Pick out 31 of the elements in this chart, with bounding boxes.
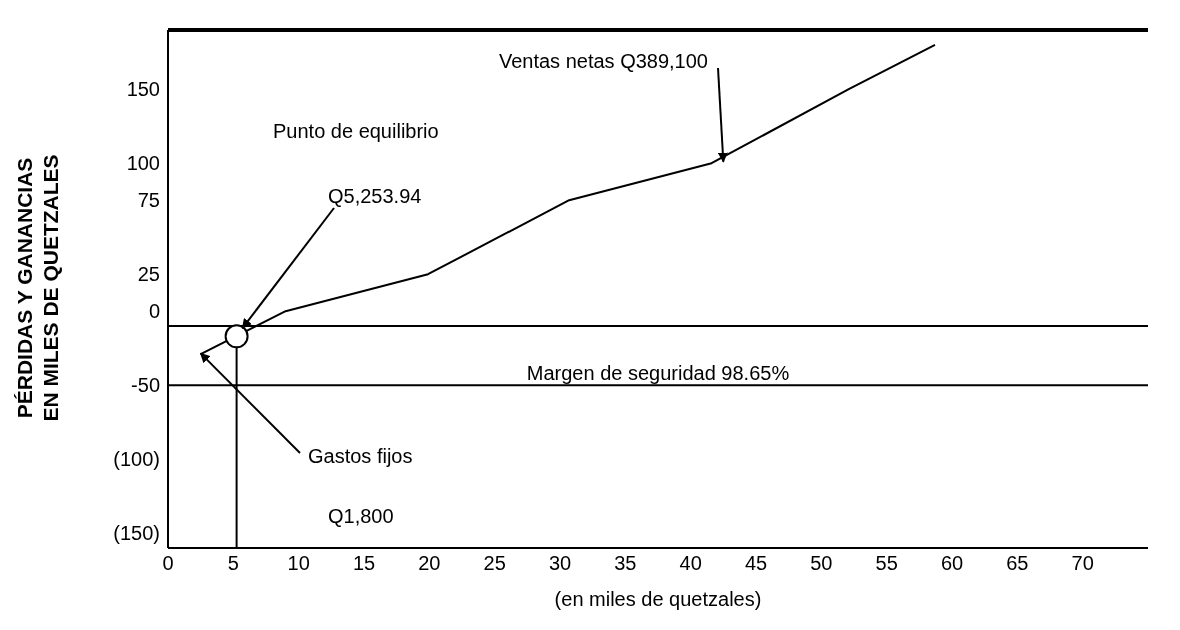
x-tick-label: 40 xyxy=(679,552,702,575)
x-tick-label: 30 xyxy=(548,552,572,575)
y-tick-label: (100) xyxy=(113,448,160,471)
annotation: Ventas netas Q389,100 xyxy=(498,50,708,72)
annotation: Q1,800 xyxy=(328,505,394,527)
y-axis-title: PÉRDIDAS Y GANANCIAS EN MILES DE QUETZALES xyxy=(13,154,62,422)
x-tick-label: 45 xyxy=(744,552,768,575)
y-tick-label: 100 xyxy=(126,152,160,175)
x-tick-label: 15 xyxy=(352,552,376,575)
ref-line-label: Margen de seguridad 98.65% xyxy=(526,362,790,385)
x-tick-label: 70 xyxy=(1071,552,1094,575)
x-tick-label: 10 xyxy=(287,552,310,575)
x-tick-label: 35 xyxy=(614,552,637,575)
x-tick-label: 60 xyxy=(940,552,964,575)
y-tick-label: 150 xyxy=(126,78,160,101)
x-tick-label: 55 xyxy=(875,552,898,575)
x-axis-title: (en miles de quetzales) xyxy=(554,588,762,610)
x-tick-label: 25 xyxy=(483,552,506,575)
annotation: Gastos fijos xyxy=(308,445,413,467)
y-tick-label: 0 xyxy=(148,300,160,323)
x-tick-label: 0 xyxy=(162,552,174,575)
x-tick-label: 50 xyxy=(810,552,833,575)
annotation: Punto de equilibrio xyxy=(273,120,439,142)
x-tick-label: 5 xyxy=(227,552,239,575)
y-tick-label: (150) xyxy=(113,522,160,545)
annotation: Q5,253.94 xyxy=(328,185,422,207)
y-tick-label: 25 xyxy=(137,263,160,286)
y-tick-label: 75 xyxy=(137,189,160,212)
x-tick-label: 65 xyxy=(1006,552,1029,575)
y-tick-label: -50 xyxy=(131,374,160,397)
x-tick-label: 20 xyxy=(418,552,441,575)
